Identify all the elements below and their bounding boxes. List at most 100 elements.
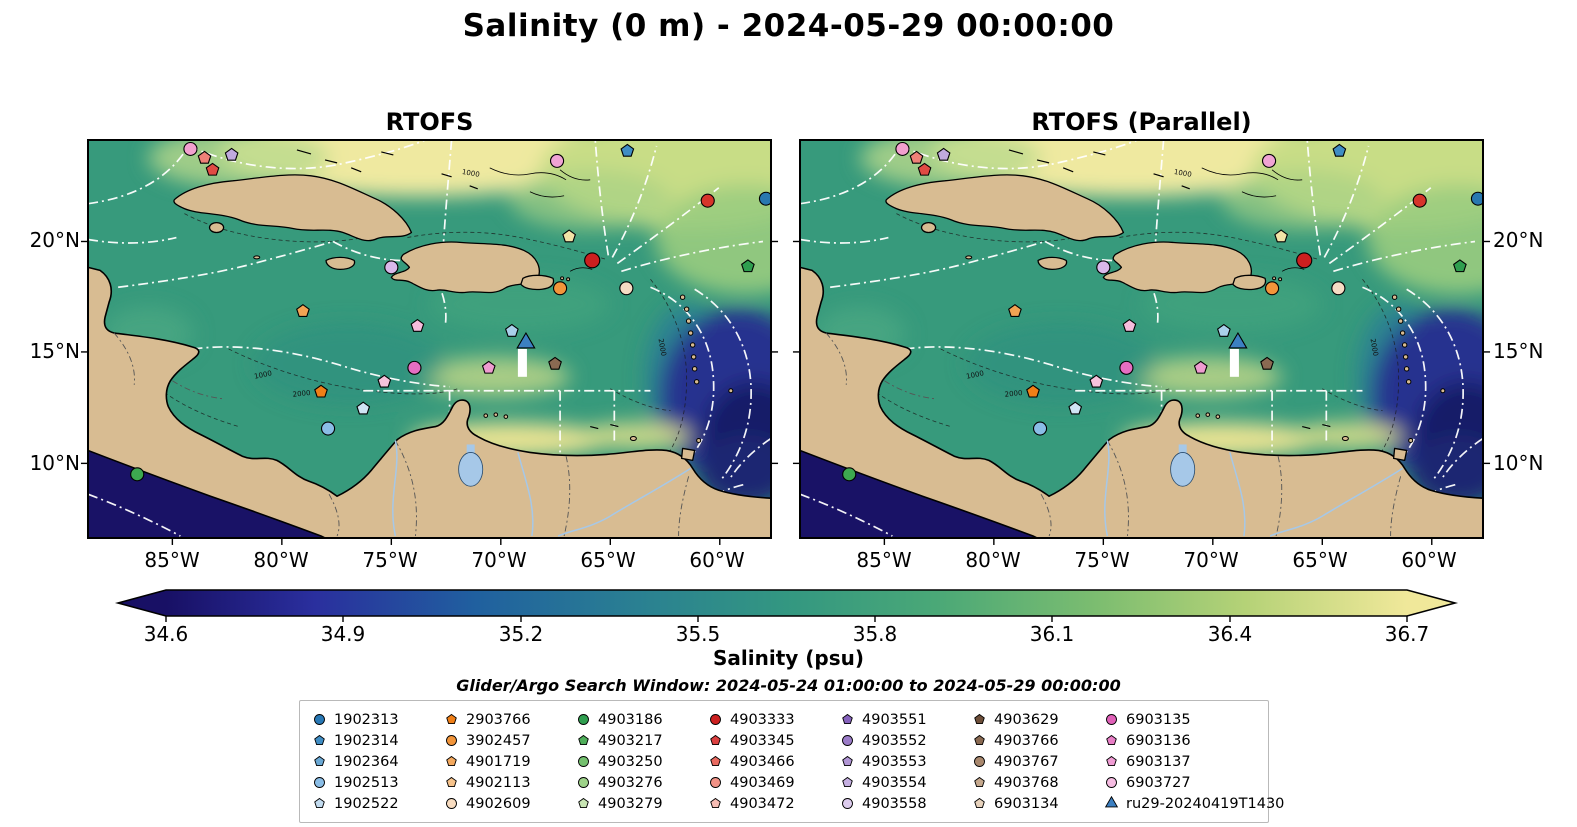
legend-entry: 4903466 bbox=[708, 751, 838, 772]
legend-marker-pentagon-icon bbox=[1106, 734, 1117, 746]
legend-marker-circle-icon bbox=[314, 714, 325, 725]
legend-entry-label: 4903558 bbox=[862, 795, 927, 812]
colorbar-tick-label: 35.5 bbox=[675, 622, 721, 646]
legend-entry-label: 6903134 bbox=[994, 795, 1059, 812]
float-marker-pentagon-icon bbox=[314, 797, 325, 809]
legend-entry: 4903553 bbox=[840, 751, 970, 772]
legend-entry-label: 1902313 bbox=[334, 711, 399, 728]
legend-entry-label: 4903345 bbox=[730, 732, 795, 749]
legend-entry-label: 1902314 bbox=[334, 732, 399, 749]
lon-tick-label: 75°W bbox=[1074, 548, 1130, 572]
float-marker-pentagon-icon bbox=[578, 797, 589, 809]
lon-tick-label: 85°W bbox=[856, 548, 912, 572]
legend-entry: 6903134 bbox=[972, 793, 1102, 814]
legend-entry-label: 4902113 bbox=[466, 774, 531, 791]
map-rtofs bbox=[88, 140, 771, 538]
lat-tick-label: 20°N bbox=[1493, 228, 1544, 252]
legend-marker-pentagon-icon bbox=[710, 797, 721, 809]
float-marker-pentagon-icon bbox=[974, 776, 985, 788]
colorbar-tick-label: 36.4 bbox=[1207, 622, 1253, 646]
legend-entry-label: 4903333 bbox=[730, 711, 795, 728]
legend-marker-pentagon-icon bbox=[446, 713, 457, 725]
legend-marker-pentagon-icon bbox=[842, 776, 853, 788]
legend-entry-label: 1902522 bbox=[334, 795, 399, 812]
float-marker-pentagon-icon bbox=[710, 797, 721, 809]
float-marker-circle-icon bbox=[1106, 714, 1117, 725]
legend-marker-pentagon-icon bbox=[842, 755, 853, 767]
colorbar-tick-label: 34.6 bbox=[143, 622, 189, 646]
float-marker-circle-icon bbox=[446, 798, 457, 809]
float-marker-circle-icon bbox=[578, 777, 589, 788]
legend-marker-circle-icon bbox=[710, 714, 721, 725]
legend-entry-label: 4901719 bbox=[466, 753, 531, 770]
legend-entry-label: 6903727 bbox=[1126, 774, 1191, 791]
panel-title-rtofs: RTOFS bbox=[385, 108, 474, 136]
legend-entry: 4903469 bbox=[708, 772, 838, 793]
float-marker-circle-icon bbox=[578, 756, 589, 767]
colorbar-tick-label: 36.1 bbox=[1029, 622, 1075, 646]
lon-tick-label: 65°W bbox=[580, 548, 636, 572]
legend-marker-circle-icon bbox=[842, 735, 853, 746]
legend-entry: 4903217 bbox=[576, 730, 706, 751]
legend-marker-pentagon-icon bbox=[578, 797, 589, 809]
colorbar-extend-left bbox=[118, 590, 166, 616]
legend-entry-label: 4903279 bbox=[598, 795, 663, 812]
legend-entry-label: 4903554 bbox=[862, 774, 927, 791]
legend-marker-circle-icon bbox=[1106, 777, 1117, 788]
legend-marker-pentagon-icon bbox=[314, 797, 325, 809]
legend-entry: 6903135 bbox=[1104, 709, 1284, 730]
legend-entry: 4902609 bbox=[444, 793, 574, 814]
legend-entry-label: 4903553 bbox=[862, 753, 927, 770]
legend-marker-pentagon-icon bbox=[314, 734, 325, 746]
float-marker-pentagon-icon bbox=[842, 755, 853, 767]
legend-marker-circle-icon bbox=[578, 714, 589, 725]
legend-marker-circle-icon bbox=[710, 777, 721, 788]
legend-entry: 6903727 bbox=[1104, 772, 1284, 793]
lon-tick-label: 60°W bbox=[1401, 548, 1457, 572]
float-marker-pentagon-icon bbox=[842, 776, 853, 788]
legend-marker-pentagon-icon bbox=[1106, 755, 1117, 767]
legend-marker-pentagon-icon bbox=[710, 734, 721, 746]
legend-column: 4903333 4903345 4903466 4903469 4903472 bbox=[708, 709, 838, 814]
float-marker-circle-icon bbox=[446, 735, 457, 746]
float-legend: 1902313 1902314 1902364 1902513 1902522 29037… bbox=[299, 700, 1284, 823]
float-marker-pentagon-icon bbox=[314, 734, 325, 746]
legend-marker-pentagon-icon bbox=[974, 713, 985, 725]
legend-marker-pentagon-icon bbox=[842, 713, 853, 725]
legend-entry-label: 3902457 bbox=[466, 732, 531, 749]
legend-marker-triangle-icon bbox=[1104, 796, 1119, 808]
lon-tick-label: 75°W bbox=[362, 548, 418, 572]
legend-column: 1902313 1902314 1902364 1902513 1902522 bbox=[312, 709, 442, 814]
legend-entry: 4903276 bbox=[576, 772, 706, 793]
float-marker-pentagon-icon bbox=[446, 776, 457, 788]
lat-tick-label: 15°N bbox=[1493, 339, 1544, 363]
legend-marker-pentagon-icon bbox=[974, 734, 985, 746]
float-marker-pentagon-icon bbox=[974, 713, 985, 725]
legend-entry-label: 4902609 bbox=[466, 795, 531, 812]
float-marker-pentagon-icon bbox=[314, 755, 325, 767]
float-marker-pentagon-icon bbox=[446, 713, 457, 725]
legend-entry: 4903554 bbox=[840, 772, 970, 793]
legend-entry: 4903766 bbox=[972, 730, 1102, 751]
legend-entry: 6903136 bbox=[1104, 730, 1284, 751]
lon-tick-label: 80°W bbox=[965, 548, 1021, 572]
legend-entry: 4903279 bbox=[576, 793, 706, 814]
panel-title-rtofs-parallel: RTOFS (Parallel) bbox=[1031, 108, 1252, 136]
float-marker-circle-icon bbox=[314, 777, 325, 788]
legend-entry: 1902313 bbox=[312, 709, 442, 730]
legend-entry-label: 1902513 bbox=[334, 774, 399, 791]
legend-entry: 4903333 bbox=[708, 709, 838, 730]
colorbar-tick-label: 35.8 bbox=[852, 622, 898, 646]
legend-entry: 4901719 bbox=[444, 751, 574, 772]
colorbar bbox=[114, 589, 1459, 624]
float-marker-circle-icon bbox=[314, 714, 325, 725]
legend-entry: 1902513 bbox=[312, 772, 442, 793]
float-marker-circle-icon bbox=[1106, 777, 1117, 788]
legend-marker-circle-icon bbox=[314, 777, 325, 788]
lon-tick-label: 80°W bbox=[253, 548, 309, 572]
legend-entry: 4903558 bbox=[840, 793, 970, 814]
legend-marker-circle-icon bbox=[578, 777, 589, 788]
legend-entry: 1902314 bbox=[312, 730, 442, 751]
legend-entry: 4903629 bbox=[972, 709, 1102, 730]
legend-marker-pentagon-icon bbox=[446, 776, 457, 788]
